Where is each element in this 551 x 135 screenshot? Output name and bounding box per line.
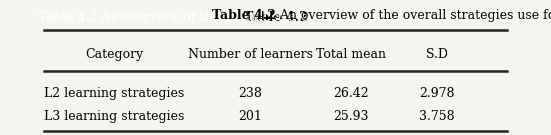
Text: 238: 238 [239, 87, 262, 100]
Text: An overview of the overall strategies use for L2  and L3 learners: An overview of the overall strategies us… [276, 9, 551, 22]
Text: L3 learning strategies: L3 learning strategies [44, 110, 185, 123]
Text: Table 4.2: Table 4.2 [244, 11, 307, 24]
Text: 2.978: 2.978 [419, 87, 454, 100]
Text: Table 4.2: Table 4.2 [212, 9, 276, 22]
Text: 26.42: 26.42 [333, 87, 369, 100]
Text: 25.93: 25.93 [333, 110, 369, 123]
Text: L2 learning strategies: L2 learning strategies [44, 87, 185, 100]
Text: 201: 201 [239, 110, 262, 123]
Text: 3.758: 3.758 [419, 110, 455, 123]
Text: S.D: S.D [425, 48, 447, 61]
Text: Table 4.2 An overview of the overall strategies use for L2  and L3 learners: Table 4.2 An overview of the overall str… [40, 11, 511, 24]
Text: Category: Category [85, 48, 144, 61]
Text: Total mean: Total mean [316, 48, 386, 61]
Text: Number of learners: Number of learners [188, 48, 313, 61]
